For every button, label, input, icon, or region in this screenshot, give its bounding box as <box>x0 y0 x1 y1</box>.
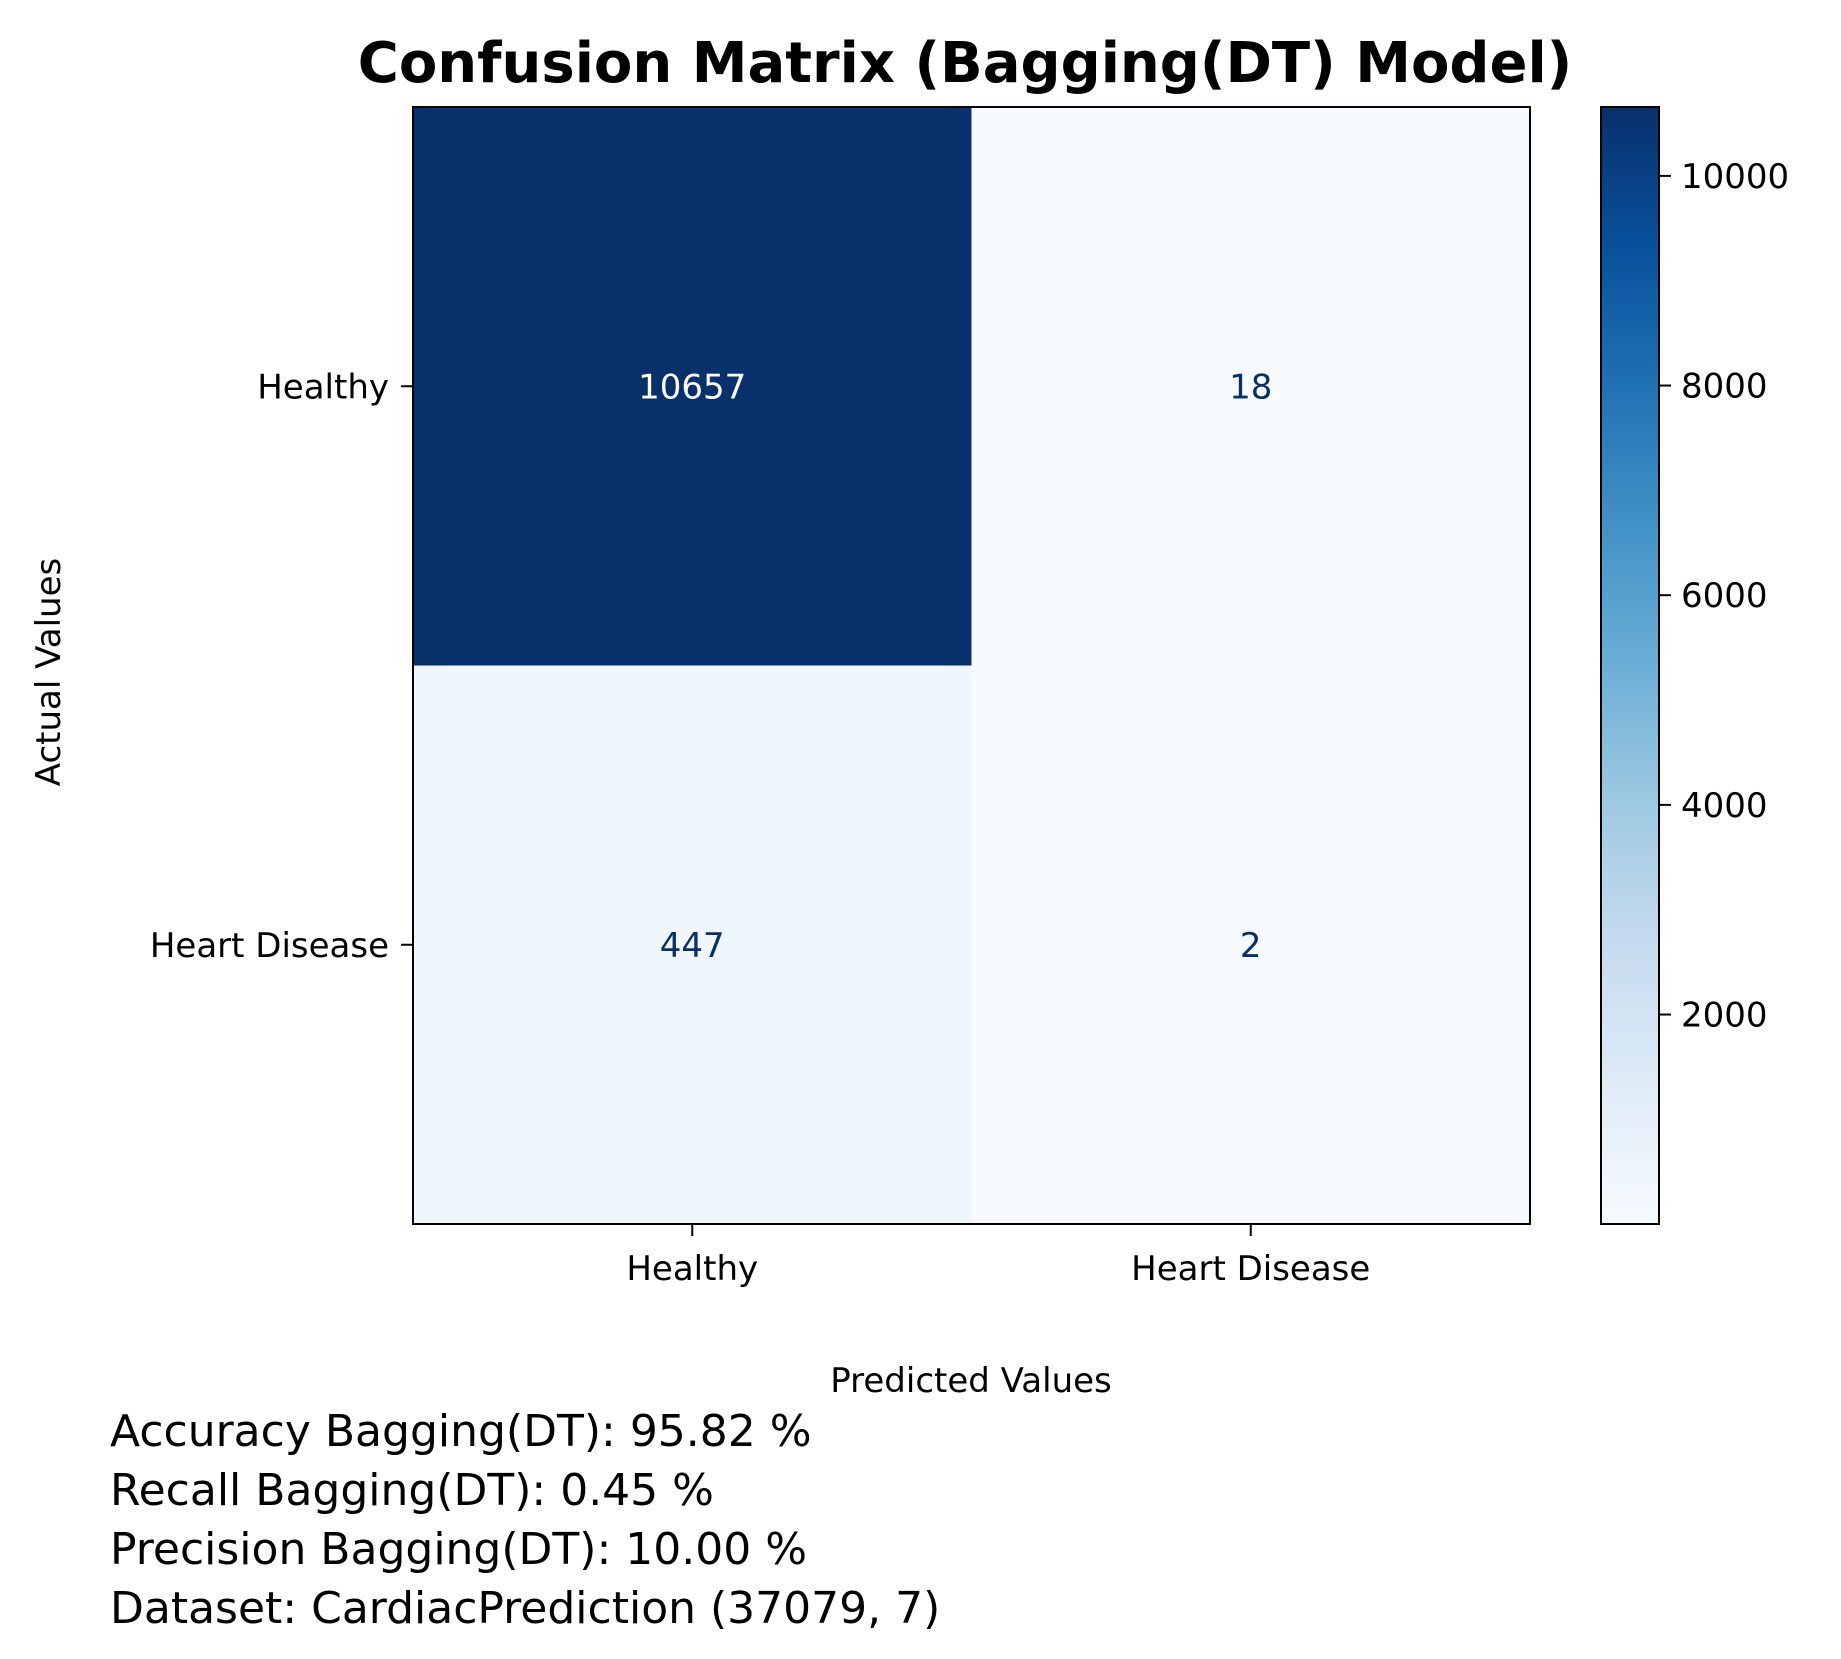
metrics-summary: Accuracy Bagging(DT): 95.82 % Recall Bag… <box>110 1402 940 1638</box>
recall-text: Recall Bagging(DT): 0.45 % <box>110 1465 714 1516</box>
x-tick-label: Heart Disease <box>1131 1249 1370 1289</box>
precision-text: Precision Bagging(DT): 10.00 % <box>110 1524 808 1575</box>
x-tick-label: Healthy <box>626 1249 758 1289</box>
y-tick-label: Heart Disease <box>150 926 389 966</box>
matrix-cell <box>971 107 1531 666</box>
matrix-cell <box>413 107 972 666</box>
matrix-cell <box>971 665 1531 1225</box>
colorbar-tick-label: 2000 <box>1681 996 1768 1036</box>
chart-title: Confusion Matrix (Bagging(DT) Model) <box>358 31 1573 96</box>
dataset-text: Dataset: CardiacPrediction (37079, 7) <box>110 1583 941 1634</box>
plot-frame <box>412 106 1531 1225</box>
colorbar-tick-label: 10000 <box>1681 157 1789 197</box>
matrix-cells: 10657 18 447 2 <box>413 107 1531 1225</box>
colorbar-gradient <box>1600 106 1660 1225</box>
colorbar-tick-label: 8000 <box>1681 367 1768 407</box>
y-tick-label: Healthy <box>257 367 389 407</box>
cell-value-label: 2 <box>1240 926 1262 966</box>
accuracy-text: Accuracy Bagging(DT): 95.82 % <box>110 1406 812 1457</box>
colorbar-tick-label: 4000 <box>1681 786 1768 826</box>
matrix-cell <box>413 665 972 1225</box>
colorbar-tick-label: 6000 <box>1681 576 1768 616</box>
x-axis-label: Predicted Values <box>830 1361 1112 1400</box>
cell-value-label: 18 <box>1229 367 1272 407</box>
colorbar: 2000 4000 6000 8000 10000 <box>1600 106 1789 1225</box>
cell-value-label: 447 <box>660 926 725 966</box>
y-axis-label: Actual Values <box>29 558 69 786</box>
matrix-axes: Healthy Heart Disease Healthy Heart Disease <box>150 367 1371 1289</box>
cell-value-label: 10657 <box>638 367 746 407</box>
confusion-matrix-chart: Confusion Matrix (Bagging(DT) Model) 106… <box>29 31 1789 1400</box>
